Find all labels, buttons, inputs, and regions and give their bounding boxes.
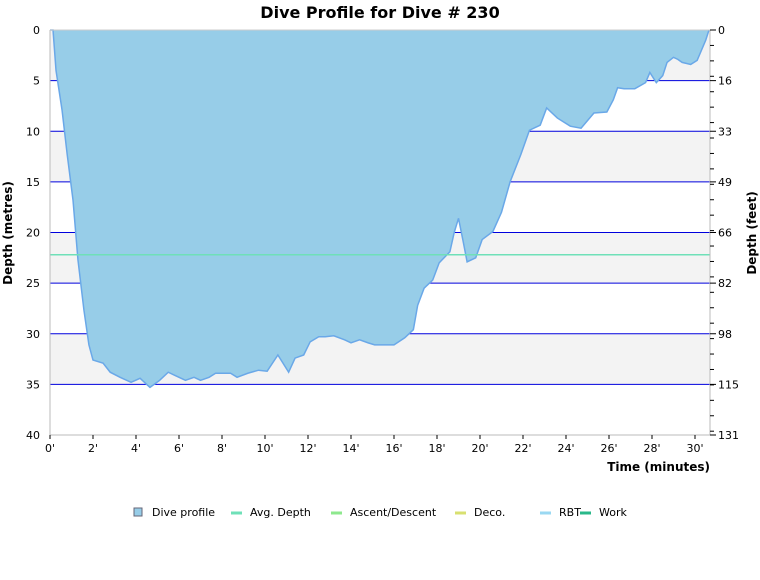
legend-label: Avg. Depth (250, 506, 311, 519)
legend-label: Ascent/Descent (350, 506, 437, 519)
x-tick-label: 4' (131, 442, 141, 455)
x-tick-label: 24' (557, 442, 574, 455)
legend-label: Work (599, 506, 627, 519)
x-tick-label: 12' (299, 442, 316, 455)
x-tick-label: 26' (600, 442, 617, 455)
x-tick-label: 6' (174, 442, 184, 455)
y-right-tick-label: 33 (718, 125, 732, 138)
x-tick-label: 2' (88, 442, 98, 455)
legend-label: RBT (559, 506, 581, 519)
dive-profile-line (50, 29, 710, 389)
y-right-tick-label: 98 (718, 328, 732, 341)
x-tick-label: 20' (471, 442, 488, 455)
y-axis-right-label: Depth (feet) (745, 191, 759, 274)
x-tick-label: 8' (217, 442, 227, 455)
legend-label: Dive profile (152, 506, 215, 519)
legend: Dive profile Avg. Depth Ascent/Descent Deco… (133, 506, 627, 519)
y-right-tick-label: 0 (718, 24, 725, 37)
dive-profile-area (50, 30, 709, 388)
y-tick-label: 5 (33, 75, 40, 88)
y-tick-label: 15 (26, 176, 40, 189)
x-tick-label: 14' (342, 442, 359, 455)
legend-label: Deco. (474, 506, 505, 519)
y-right-tick-label: 16 (718, 75, 732, 88)
legend-swatch (133, 507, 143, 517)
x-tick-label: 0' (45, 442, 55, 455)
x-tick-label: 10' (256, 442, 273, 455)
y-right-tick-label: 66 (718, 227, 732, 240)
y-tick-label: 40 (26, 429, 40, 442)
y-tick-label: 35 (26, 378, 40, 391)
x-axis-label: Time (minutes) (607, 460, 710, 474)
y-right-tick-label: 115 (718, 378, 739, 391)
chart-title: Dive Profile for Dive # 230 (260, 3, 499, 22)
y-tick-label: 0 (33, 24, 40, 37)
y-right-tick-label: 49 (718, 176, 732, 189)
y-tick-label: 25 (26, 277, 40, 290)
x-tick-label: 28' (643, 442, 660, 455)
x-tick-label: 22' (514, 442, 531, 455)
y-tick-label: 20 (26, 227, 40, 240)
x-tick-label: 18' (428, 442, 445, 455)
x-tick-label: 16' (385, 442, 402, 455)
y-right-tick-label: 82 (718, 277, 732, 290)
y-tick-label: 30 (26, 328, 40, 341)
y-right-tick-label: 131 (718, 429, 739, 442)
y-tick-label: 10 (26, 125, 40, 138)
x-tick-label: 30' (686, 442, 703, 455)
y-axis-label: Depth (metres) (1, 181, 15, 285)
